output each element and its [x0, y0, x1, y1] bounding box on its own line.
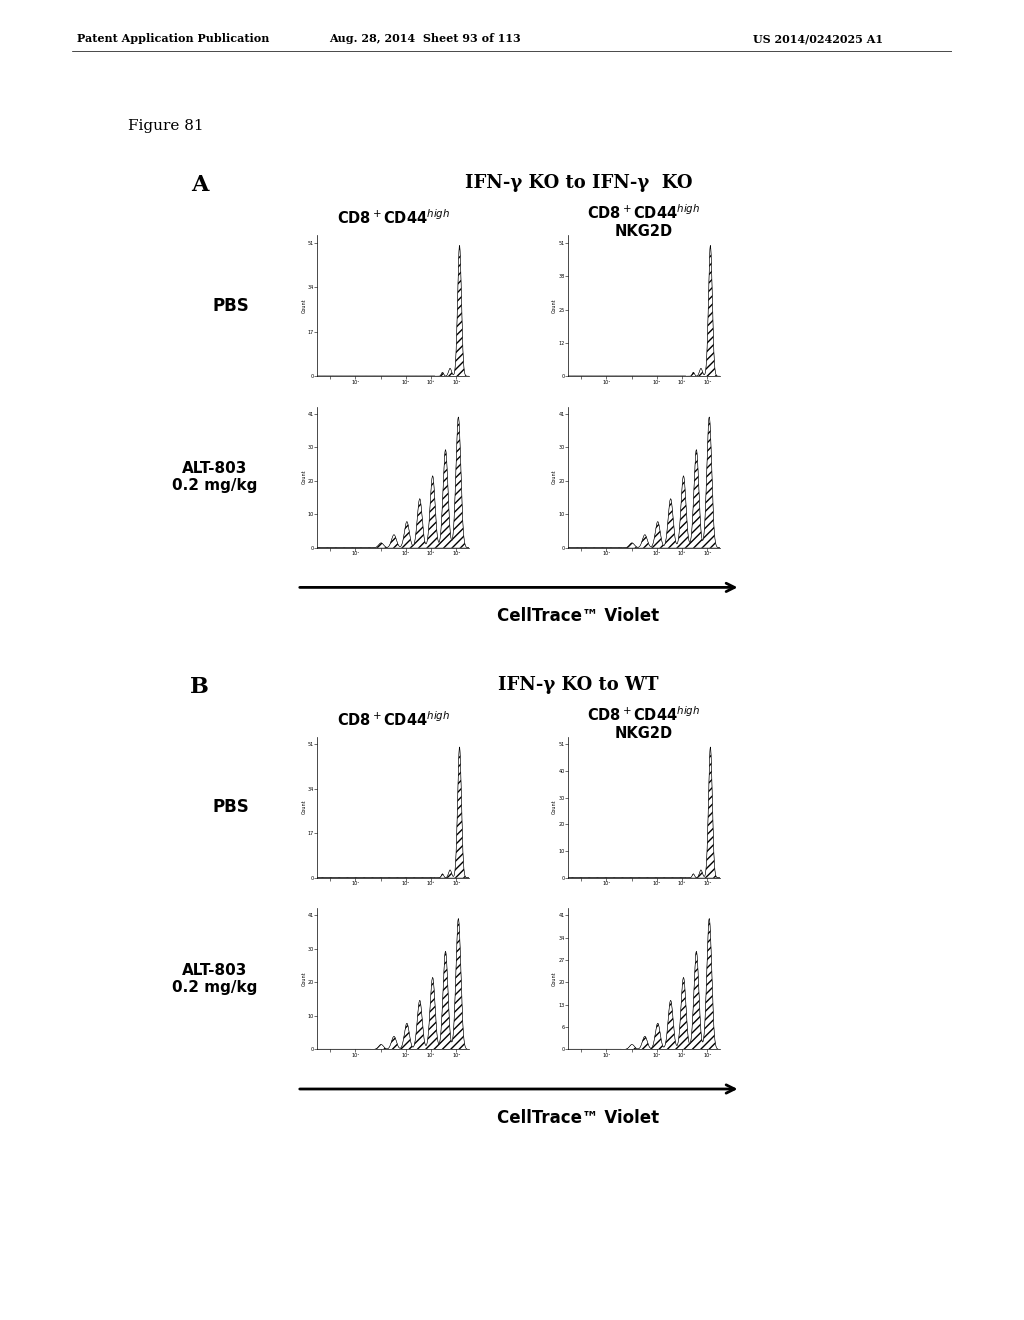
Text: CD8$^+$CD44$^{high}$: CD8$^+$CD44$^{high}$ [337, 710, 450, 729]
Y-axis label: Count: Count [301, 298, 306, 313]
Text: CD8$^+$CD44$^{high}$
NKG2D: CD8$^+$CD44$^{high}$ NKG2D [588, 203, 700, 239]
Text: Figure 81: Figure 81 [128, 119, 204, 133]
Text: ALT-803
0.2 mg/kg: ALT-803 0.2 mg/kg [172, 461, 258, 494]
Text: Aug. 28, 2014  Sheet 93 of 113: Aug. 28, 2014 Sheet 93 of 113 [329, 33, 521, 44]
Text: CD8$^+$CD44$^{high}$: CD8$^+$CD44$^{high}$ [337, 209, 450, 227]
Text: US 2014/0242025 A1: US 2014/0242025 A1 [753, 33, 883, 44]
Y-axis label: Count: Count [301, 800, 306, 814]
Text: CD8$^+$CD44$^{high}$
NKG2D: CD8$^+$CD44$^{high}$ NKG2D [588, 705, 700, 741]
Text: CellTrace™ Violet: CellTrace™ Violet [498, 607, 659, 626]
Y-axis label: Count: Count [552, 972, 557, 986]
Text: A: A [191, 174, 208, 197]
Text: PBS: PBS [212, 297, 249, 314]
Text: CellTrace™ Violet: CellTrace™ Violet [498, 1109, 659, 1127]
Text: IFN-γ KO to WT: IFN-γ KO to WT [499, 676, 658, 694]
Y-axis label: Count: Count [552, 298, 557, 313]
Text: IFN-γ KO to IFN-γ  KO: IFN-γ KO to IFN-γ KO [465, 174, 692, 193]
Text: PBS: PBS [212, 799, 249, 816]
Y-axis label: Count: Count [552, 470, 557, 484]
Text: ALT-803
0.2 mg/kg: ALT-803 0.2 mg/kg [172, 962, 258, 995]
Y-axis label: Count: Count [552, 800, 557, 814]
Y-axis label: Count: Count [301, 972, 306, 986]
Y-axis label: Count: Count [301, 470, 306, 484]
Text: B: B [190, 676, 209, 698]
Text: Patent Application Publication: Patent Application Publication [77, 33, 269, 44]
